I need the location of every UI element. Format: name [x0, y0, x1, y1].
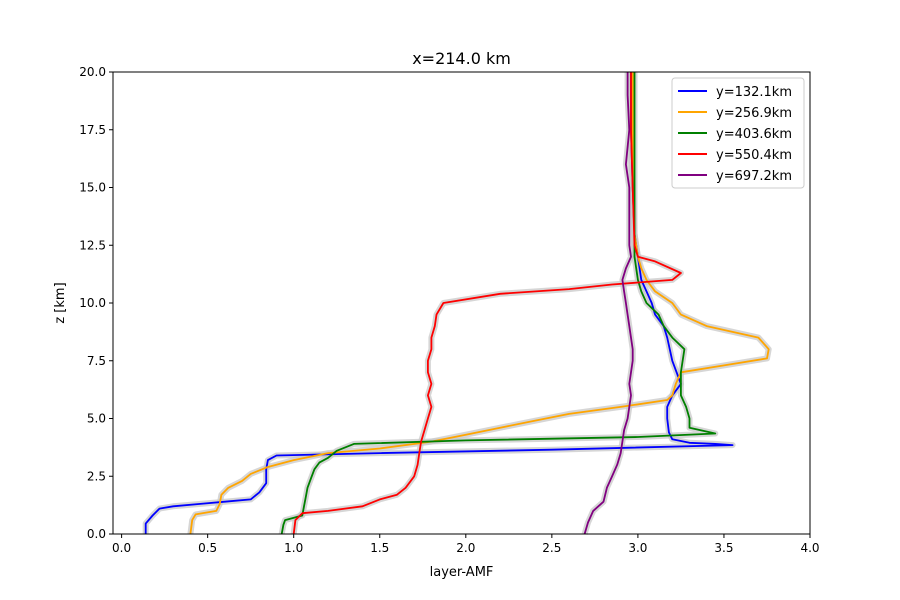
legend: y=132.1km y=256.9km y=403.6km y=550.4km y=69…: [671, 77, 805, 189]
x-tick-label: 0.5: [198, 541, 217, 555]
legend-label-1: y=256.9km: [716, 106, 792, 121]
x-tick-label: 0.0: [112, 541, 131, 555]
x-tick-label: 3.0: [628, 541, 647, 555]
x-axis-ticks: 0.0 0.5 1.0 1.5 2.0 2.5 3.0 3.5 4.0: [112, 534, 820, 555]
y-tick-label: 17.5: [79, 123, 106, 137]
x-tick-label: 2.0: [456, 541, 475, 555]
x-axis-label: layer-AMF: [430, 565, 494, 580]
y-tick-label: 20.0: [79, 65, 106, 79]
y-tick-label: 12.5: [79, 238, 106, 252]
x-tick-label: 2.5: [542, 541, 561, 555]
series-lines: [144, 72, 770, 535]
legend-box: [671, 77, 805, 189]
legend-label-3: y=550.4km: [716, 148, 792, 163]
y-axis-label: z [km]: [53, 282, 68, 323]
chart-title: x=214.0 km: [412, 49, 511, 68]
x-tick-label: 3.5: [714, 541, 733, 555]
x-tick-label: 1.0: [284, 541, 303, 555]
y-tick-label: 5.0: [87, 412, 106, 426]
series-line-3: [292, 72, 682, 535]
series-line-1: [189, 72, 770, 535]
y-tick-label: 0.0: [87, 527, 106, 541]
y-tick-label: 2.5: [87, 469, 106, 483]
x-tick-label: 1.5: [370, 541, 389, 555]
series-line-4: [583, 72, 634, 535]
legend-label-0: y=132.1km: [716, 85, 792, 100]
y-tick-label: 7.5: [87, 354, 106, 368]
legend-label-4: y=697.2km: [716, 169, 792, 184]
y-tick-label: 15.0: [79, 181, 106, 195]
x-tick-label: 4.0: [800, 541, 819, 555]
y-tick-label: 10.0: [79, 296, 106, 310]
series-line-2: [280, 72, 717, 535]
y-axis-ticks: 0.0 2.5 5.0 7.5 10.0 12.5 15.0 17.5 20.0: [79, 65, 113, 541]
legend-label-2: y=403.6km: [716, 127, 792, 142]
